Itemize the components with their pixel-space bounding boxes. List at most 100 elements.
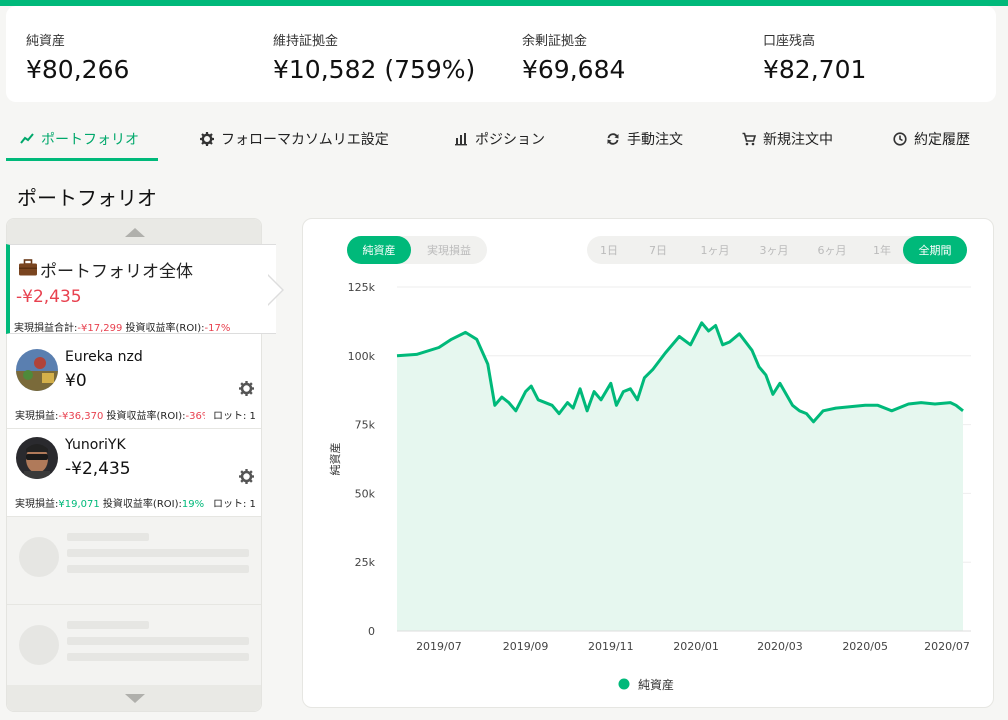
- avatar: [16, 349, 58, 391]
- portfolio-amount: -¥2,435: [16, 287, 82, 307]
- tab-follow-settings[interactable]: フォローマカソムリエ設定: [200, 118, 389, 160]
- toggle-net-assets[interactable]: 純資産: [347, 236, 411, 264]
- y-tick-label: 0: [368, 625, 375, 638]
- stat-value: ¥10,582 (759%): [273, 55, 476, 84]
- lot-label: ロット: 1: [213, 411, 256, 422]
- tab-label: 約定履歴: [914, 132, 970, 148]
- range-1m[interactable]: 1ヶ月: [700, 244, 730, 257]
- top-accent-bar: [0, 0, 1008, 6]
- x-tick-label: 2020/05: [842, 640, 888, 653]
- tab-label: ポジション: [475, 132, 545, 148]
- net-assets-chart: 0 25k 50k 75k 100k 125k 2019/07 2019/09 2019/11…: [329, 281, 971, 692]
- stat-value: ¥69,684: [522, 55, 626, 84]
- y-tick-label: 25k: [355, 556, 376, 569]
- stat-account-balance: 口座残高 ¥82,701: [763, 30, 866, 84]
- range-selector: 1日 7日 1ヶ月 3ヶ月 6ヶ月 1年 全期間: [587, 236, 967, 264]
- range-6m[interactable]: 6ヶ月: [817, 244, 847, 257]
- gear-icon[interactable]: [239, 469, 254, 484]
- clock-icon: [893, 132, 907, 146]
- range-1d[interactable]: 1日: [600, 244, 618, 257]
- tab-manual-order[interactable]: 手動注文: [606, 118, 683, 160]
- x-axis-ticks: 2019/07 2019/09 2019/11 2020/01 2020/03 2020/…: [416, 640, 970, 653]
- toggle-realized-pl[interactable]: 実現損益: [427, 244, 471, 257]
- realized-label: 実現損益:: [15, 499, 59, 510]
- roi-value: 19%: [181, 499, 205, 510]
- scroll-up-button[interactable]: [7, 219, 261, 245]
- realized-value: ¥19,071: [58, 499, 100, 510]
- trader-name: Eureka nzd: [65, 349, 143, 365]
- x-tick-label: 2020/01: [673, 640, 719, 653]
- account-summary: 純資産 ¥80,266 維持証拠金 ¥10,582 (759%) 余剰証拠金 ¥…: [6, 6, 996, 102]
- series-line: [396, 321, 964, 424]
- tab-execution-history[interactable]: 約定履歴: [893, 118, 970, 160]
- trader-item-yunoriyk[interactable]: YunoriYK -¥2,435 実現損益:¥19,071 投資収益率(ROI)…: [7, 429, 261, 517]
- portfolio-overall-card[interactable]: ポートフォリオ全体 -¥2,435 実現損益合計:-¥17,299 投資収益率(…: [6, 244, 276, 334]
- roi-label: 投資収益率(ROI):: [125, 323, 205, 334]
- tab-positions[interactable]: ポジション: [454, 118, 545, 160]
- roi-value: -36%: [185, 411, 205, 422]
- stat-value: ¥80,266: [26, 55, 130, 84]
- stat-label: 純資産: [26, 34, 66, 49]
- y-tick-label: 75k: [355, 419, 376, 432]
- roi-value: -17%: [204, 323, 231, 334]
- realized-value: -¥36,370: [58, 411, 104, 422]
- trader-name: YunoriYK: [65, 437, 126, 453]
- briefcase-icon: [19, 259, 37, 276]
- stat-free-margin: 余剰証拠金 ¥69,684: [522, 30, 625, 84]
- x-tick-label: 2019/11: [588, 640, 634, 653]
- roi-label: 投資収益率(ROI):: [102, 499, 182, 510]
- realized-label: 実現損益合計:: [14, 323, 78, 334]
- page-title: ポートフォリオ: [17, 186, 157, 210]
- trader-list: Eureka nzd ¥0 実現損益:-¥36,370 投資収益率(ROI):-…: [6, 218, 262, 712]
- tab-label: フォローマカソムリエ設定: [221, 132, 389, 148]
- gear-icon: [200, 132, 214, 146]
- stat-value: ¥82,701: [763, 55, 867, 84]
- trader-stats: 実現損益:-¥36,370 投資収益率(ROI):-36%: [15, 407, 205, 422]
- legend-label: 純資産: [638, 677, 674, 692]
- realized-value: -¥17,299: [77, 323, 123, 334]
- chart-mode-toggle: 純資産 実現損益: [347, 236, 487, 264]
- gear-icon[interactable]: [239, 381, 254, 396]
- bar-chart-icon: [455, 133, 467, 146]
- y-tick-label: 50k: [355, 487, 376, 500]
- chevron-up-icon: [125, 227, 145, 237]
- x-tick-label: 2019/07: [416, 640, 462, 653]
- tab-label: ポートフォリオ: [41, 132, 139, 148]
- x-tick-label: 2020/07: [924, 640, 970, 653]
- lot-label: ロット: 1: [213, 499, 256, 510]
- y-axis-label: 純資産: [329, 443, 342, 476]
- range-all[interactable]: 全期間: [903, 236, 967, 264]
- chevron-down-icon: [125, 693, 145, 703]
- roi-label: 投資収益率(ROI):: [106, 411, 186, 422]
- tab-portfolio[interactable]: ポートフォリオ: [20, 118, 139, 160]
- active-tab-indicator: [6, 158, 158, 161]
- chart-panel: 純資産 実現損益 1日 7日 1ヶ月 3ヶ月 6ヶ月 1年 全期間 0 25k 50…: [302, 218, 994, 708]
- tab-pending-orders[interactable]: 新規注文中: [742, 118, 833, 160]
- y-tick-label: 100k: [348, 350, 376, 363]
- trader-item-eureka[interactable]: Eureka nzd ¥0 実現損益:-¥36,370 投資収益率(ROI):-…: [7, 341, 261, 429]
- y-tick-label: 125k: [348, 281, 376, 294]
- range-1y[interactable]: 1年: [873, 244, 891, 257]
- avatar: [16, 437, 58, 479]
- trader-amount: ¥0: [65, 371, 87, 391]
- main-tabs: ポートフォリオ フォローマカソムリエ設定 ポジション 手動注文 新規注文中 約定…: [0, 118, 1008, 162]
- tab-label: 新規注文中: [763, 132, 833, 148]
- stat-maintenance-margin: 維持証拠金 ¥10,582 (759%): [273, 30, 475, 84]
- stat-net-assets: 純資産 ¥80,266: [26, 30, 129, 84]
- series-area: [397, 322, 963, 631]
- trader-stats: 実現損益:¥19,071 投資収益率(ROI):19%: [15, 495, 205, 510]
- trend-line-icon: [20, 133, 34, 144]
- y-axis-ticks: 0 25k 50k 75k 100k 125k: [348, 281, 376, 638]
- loading-placeholder: [7, 605, 261, 693]
- portfolio-stats: 実現損益合計:-¥17,299 投資収益率(ROI):-17%: [14, 319, 230, 334]
- trader-amount: -¥2,435: [65, 459, 131, 479]
- range-3m[interactable]: 3ヶ月: [759, 244, 789, 257]
- stat-label: 余剰証拠金: [522, 34, 588, 49]
- range-7d[interactable]: 7日: [649, 244, 667, 257]
- x-tick-label: 2020/03: [757, 640, 803, 653]
- realized-label: 実現損益:: [15, 411, 59, 422]
- x-tick-label: 2019/09: [503, 640, 549, 653]
- scroll-down-button[interactable]: [7, 685, 261, 711]
- cart-icon: [742, 132, 756, 146]
- loading-placeholder: [7, 517, 261, 605]
